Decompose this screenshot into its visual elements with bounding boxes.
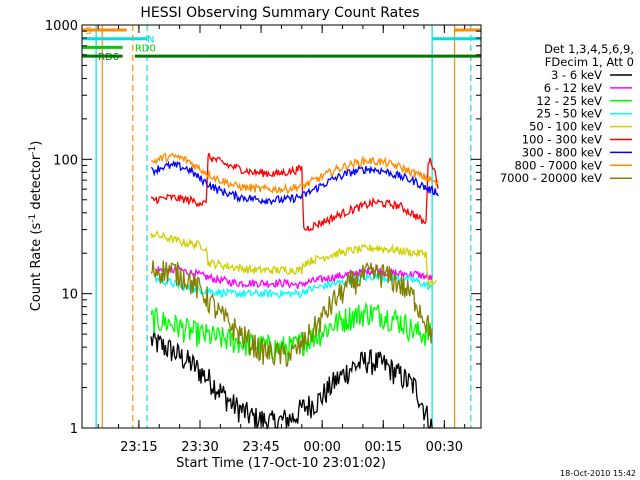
y-axis-label-sup1: -1 bbox=[28, 214, 38, 223]
y-tick-label-2: 100 bbox=[53, 153, 78, 168]
x-tick-label-2: 23:45 bbox=[242, 440, 279, 455]
legend-label-6: 300 - 800 keV bbox=[522, 145, 602, 159]
legend-label-8: 7000 - 20000 keV bbox=[500, 171, 602, 185]
legend-header-line-2: FDecim 1, Att 0 bbox=[545, 55, 634, 69]
series-line-1 bbox=[154, 264, 433, 290]
series-line-3 bbox=[154, 272, 433, 299]
legend-label-2: 12 - 25 keV bbox=[536, 94, 602, 108]
series-line-6 bbox=[150, 160, 439, 206]
legend-label-7: 800 - 7000 keV bbox=[514, 158, 602, 172]
flag-label-1: N bbox=[147, 35, 154, 46]
legend-label-4: 50 - 100 keV bbox=[529, 120, 602, 134]
y-axis-label-mid: detector bbox=[29, 154, 44, 214]
y-axis-label-main: Count Rate (s bbox=[29, 223, 44, 312]
series-line-4 bbox=[150, 229, 437, 288]
legend-label-1: 6 - 12 keV bbox=[544, 81, 602, 95]
generation-timestamp: 18-Oct-2010 15:42 bbox=[560, 469, 636, 478]
x-tick-label-4: 00:15 bbox=[365, 440, 402, 455]
legend: Det 1,3,4,5,6,9, FDecim 1, Att 0 3 - 6 k… bbox=[500, 42, 634, 185]
legend-header-line-1: Det 1,3,4,5,6,9, bbox=[544, 42, 634, 56]
y-axis: 1 10 100 1000 bbox=[45, 19, 481, 437]
x-tick-label-5: 00:30 bbox=[426, 440, 463, 455]
x-axis-label: Start Time (17-Oct-10 23:01:02) bbox=[176, 456, 386, 471]
x-tick-label-0: 23:15 bbox=[120, 440, 157, 455]
series-line-7 bbox=[150, 152, 439, 194]
series-line-0 bbox=[150, 330, 433, 431]
series-line-2 bbox=[150, 301, 433, 361]
y-axis-label-sup2: -1 bbox=[28, 146, 38, 155]
flag-label-3: RD6 bbox=[98, 52, 119, 63]
y-axis-label-end: ) bbox=[29, 141, 44, 146]
y-tick-label-3: 1000 bbox=[45, 19, 78, 34]
y-tick-label-1: 10 bbox=[61, 288, 78, 303]
flag-label-2: RD0 bbox=[135, 43, 156, 54]
x-axis: 23:15 23:30 23:45 00:00 00:15 00:30 bbox=[97, 25, 466, 455]
legend-label-3: 25 - 50 keV bbox=[536, 107, 602, 121]
legend-label-5: 100 - 300 keV bbox=[522, 133, 602, 147]
series-line-8 bbox=[150, 260, 433, 367]
series-line-5 bbox=[150, 152, 439, 232]
y-tick-label-0: 1 bbox=[70, 422, 78, 437]
x-tick-label-1: 23:30 bbox=[181, 440, 218, 455]
flag-label-0: S bbox=[85, 26, 91, 37]
y-axis-label: Count Rate (s-1 detector-1) bbox=[28, 141, 44, 312]
chart-title: HESSI Observing Summary Count Rates bbox=[140, 5, 419, 21]
legend-label-0: 3 - 6 keV bbox=[551, 68, 602, 82]
x-tick-label-3: 00:00 bbox=[303, 440, 340, 455]
plot-frame bbox=[81, 24, 482, 429]
